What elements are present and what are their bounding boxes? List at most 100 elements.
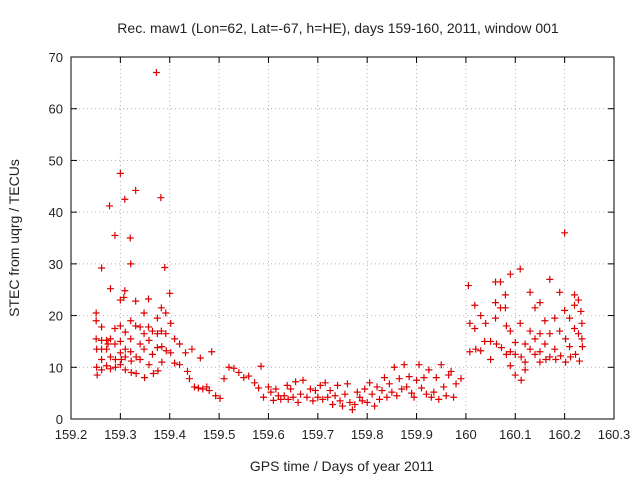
chart-title: Rec. maw1 (Lon=62, Lat=-67, h=HE), days … [117,20,559,36]
data-point [405,373,413,381]
data-point [371,402,379,410]
data-point [511,338,519,346]
data-point [216,394,224,402]
y-tick-label: 50 [49,153,63,168]
data-points [92,69,586,414]
data-point [356,393,364,401]
data-point [220,375,228,383]
y-tick-label: 40 [49,205,63,220]
data-point [420,374,428,382]
data-point [283,381,291,389]
data-point [127,260,135,268]
data-point [571,350,579,358]
data-point [98,356,106,364]
data-point [336,397,344,405]
data-point [136,340,144,348]
data-point [183,367,191,375]
data-point [341,390,349,398]
y-tick-label: 60 [49,102,63,117]
data-point [410,393,418,401]
data-point [140,330,148,338]
data-point [111,231,119,239]
data-point [571,301,579,309]
data-point [319,395,327,403]
data-point [182,349,190,357]
data-point [361,385,369,393]
data-point [331,392,339,400]
data-point [154,367,162,375]
data-point [136,356,144,364]
data-point [442,392,450,400]
data-point [321,379,329,387]
data-point [574,330,582,338]
data-point [517,353,525,361]
data-point [521,340,529,348]
data-point [437,361,445,369]
data-point [132,322,140,330]
data-point [98,323,106,331]
data-point [551,314,559,322]
data-point [145,336,153,344]
data-point [393,392,401,400]
data-point [546,275,554,283]
data-point [132,353,140,361]
data-point [106,335,114,343]
data-point [148,327,156,335]
data-point [390,363,398,371]
data-point [145,361,153,369]
data-point [541,317,549,325]
data-point [521,358,529,366]
data-point [194,384,202,392]
data-point [400,361,408,369]
data-point [526,288,534,296]
data-point [578,319,586,327]
data-point [116,361,124,369]
data-point [149,369,157,377]
data-point [403,383,411,391]
data-point [92,335,100,343]
data-point [471,301,479,309]
data-point [562,335,570,343]
data-point [161,263,169,271]
data-point [157,194,165,202]
data-point [343,380,351,388]
data-point [501,291,509,299]
data-point [167,319,175,327]
data-point [157,304,165,312]
data-point [567,353,575,361]
data-point [466,319,474,327]
data-point [188,345,196,353]
data-point [117,356,125,364]
data-point [487,356,495,364]
data-point [140,345,148,353]
data-point [274,392,282,400]
x-tick-label: 159.6 [252,427,285,442]
data-point [536,358,544,366]
data-point [120,293,128,301]
data-point [536,299,544,307]
data-point [92,309,100,317]
data-point [116,169,124,177]
data-point [162,347,170,355]
data-point [111,363,119,371]
x-tick-label: 159.4 [153,427,186,442]
x-tick-label: 159.5 [203,427,236,442]
data-point [574,296,582,304]
data-point [511,371,519,379]
x-tick-label: 159.3 [104,427,137,442]
data-point [185,375,193,383]
data-point [373,383,381,391]
data-point [267,388,275,396]
y-tick-label: 20 [49,309,63,324]
data-point [127,348,135,356]
data-point [257,362,265,370]
data-point [153,344,161,352]
data-point [121,366,129,374]
data-point [212,392,220,400]
data-point [289,393,297,401]
data-point [562,358,570,366]
axis-ticks [70,56,615,420]
data-point [199,385,207,393]
data-point [303,393,311,401]
